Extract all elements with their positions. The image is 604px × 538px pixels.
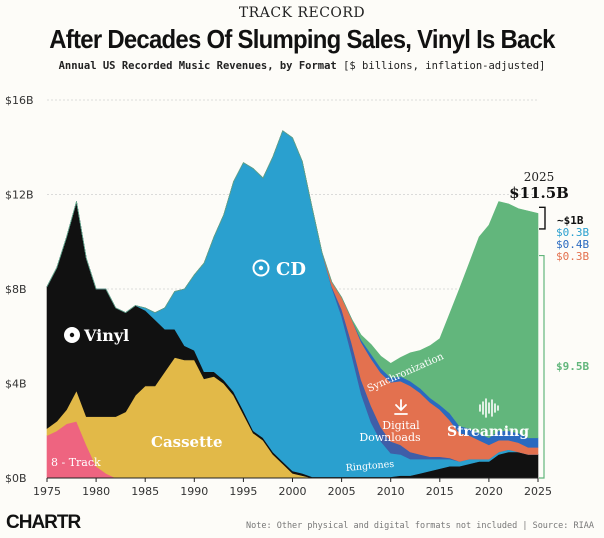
annotation-synchronization: $0.4B	[556, 238, 589, 251]
area-streaming	[46, 130, 539, 439]
chartr-logo: CHARTR	[6, 512, 81, 533]
annotation-digital-downloads: $0.3B	[556, 250, 589, 263]
x-tick-label: 2020	[475, 485, 503, 498]
streaming-bracket	[539, 254, 545, 479]
vinyl-bracket	[539, 206, 546, 230]
x-tick-label: 1985	[131, 485, 159, 498]
x-tick-label: 1990	[180, 485, 208, 498]
vinyl-label: Vinyl	[64, 326, 129, 345]
y-tick-label: $0B	[5, 472, 27, 485]
eight-track-label: 8 - Track	[51, 456, 101, 469]
annotation-cd: $0.3B	[556, 226, 589, 239]
vinyl-label-text: Vinyl	[83, 326, 129, 345]
x-tick-label: 1975	[33, 485, 61, 498]
annotation-total: $11.5B	[509, 184, 569, 202]
cassette-label: Cassette	[151, 433, 223, 451]
cd-disc-icon	[252, 259, 270, 277]
annotation-vinyl: ~$1B	[557, 214, 584, 227]
cd-label: CD	[252, 259, 306, 280]
y-tick-label: $16B	[5, 94, 34, 107]
digital-downloads-label-line1: Digital	[382, 419, 420, 432]
subtitle-unit: [$ billions, inflation-adjusted]	[343, 60, 546, 72]
subtitle-main: Annual US Recorded Music Revenues, by Fo…	[58, 60, 337, 72]
chart-kicker: TRACK RECORD	[238, 5, 366, 21]
x-tick-label: 2005	[328, 485, 356, 498]
cd-label-text: CD	[276, 259, 306, 280]
y-tick-label: $8B	[5, 283, 27, 296]
ringtones-label: Ringtones	[345, 459, 394, 474]
streaming-label: Streaming	[447, 398, 529, 440]
x-tick-label: 2000	[279, 485, 307, 498]
chart-subtitle: Annual US Recorded Music Revenues, by Fo…	[0, 60, 604, 72]
annotation-streaming: $9.5B	[556, 360, 589, 373]
y-tick-label: $12B	[5, 189, 34, 202]
chart-title: After Decades Of Slumping Sales, Vinyl I…	[49, 24, 555, 54]
download-icon	[394, 399, 408, 415]
annotation-year: 2025	[524, 170, 555, 184]
x-tick-label: 2015	[426, 485, 454, 498]
x-tick-label: 2010	[377, 485, 405, 498]
digital-downloads-label-line2: Downloads	[359, 431, 421, 444]
x-tick-label: 2025	[524, 485, 552, 498]
cd-disc-hole	[258, 265, 264, 271]
x-tick-label: 1995	[229, 485, 257, 498]
footer-note: Note: Other physical and digital formats…	[246, 521, 594, 531]
vinyl-record-hole	[69, 332, 75, 338]
y-tick-label: $4B	[5, 378, 27, 391]
streaming-label-text: Streaming	[447, 424, 529, 440]
x-tick-label: 1980	[82, 485, 110, 498]
